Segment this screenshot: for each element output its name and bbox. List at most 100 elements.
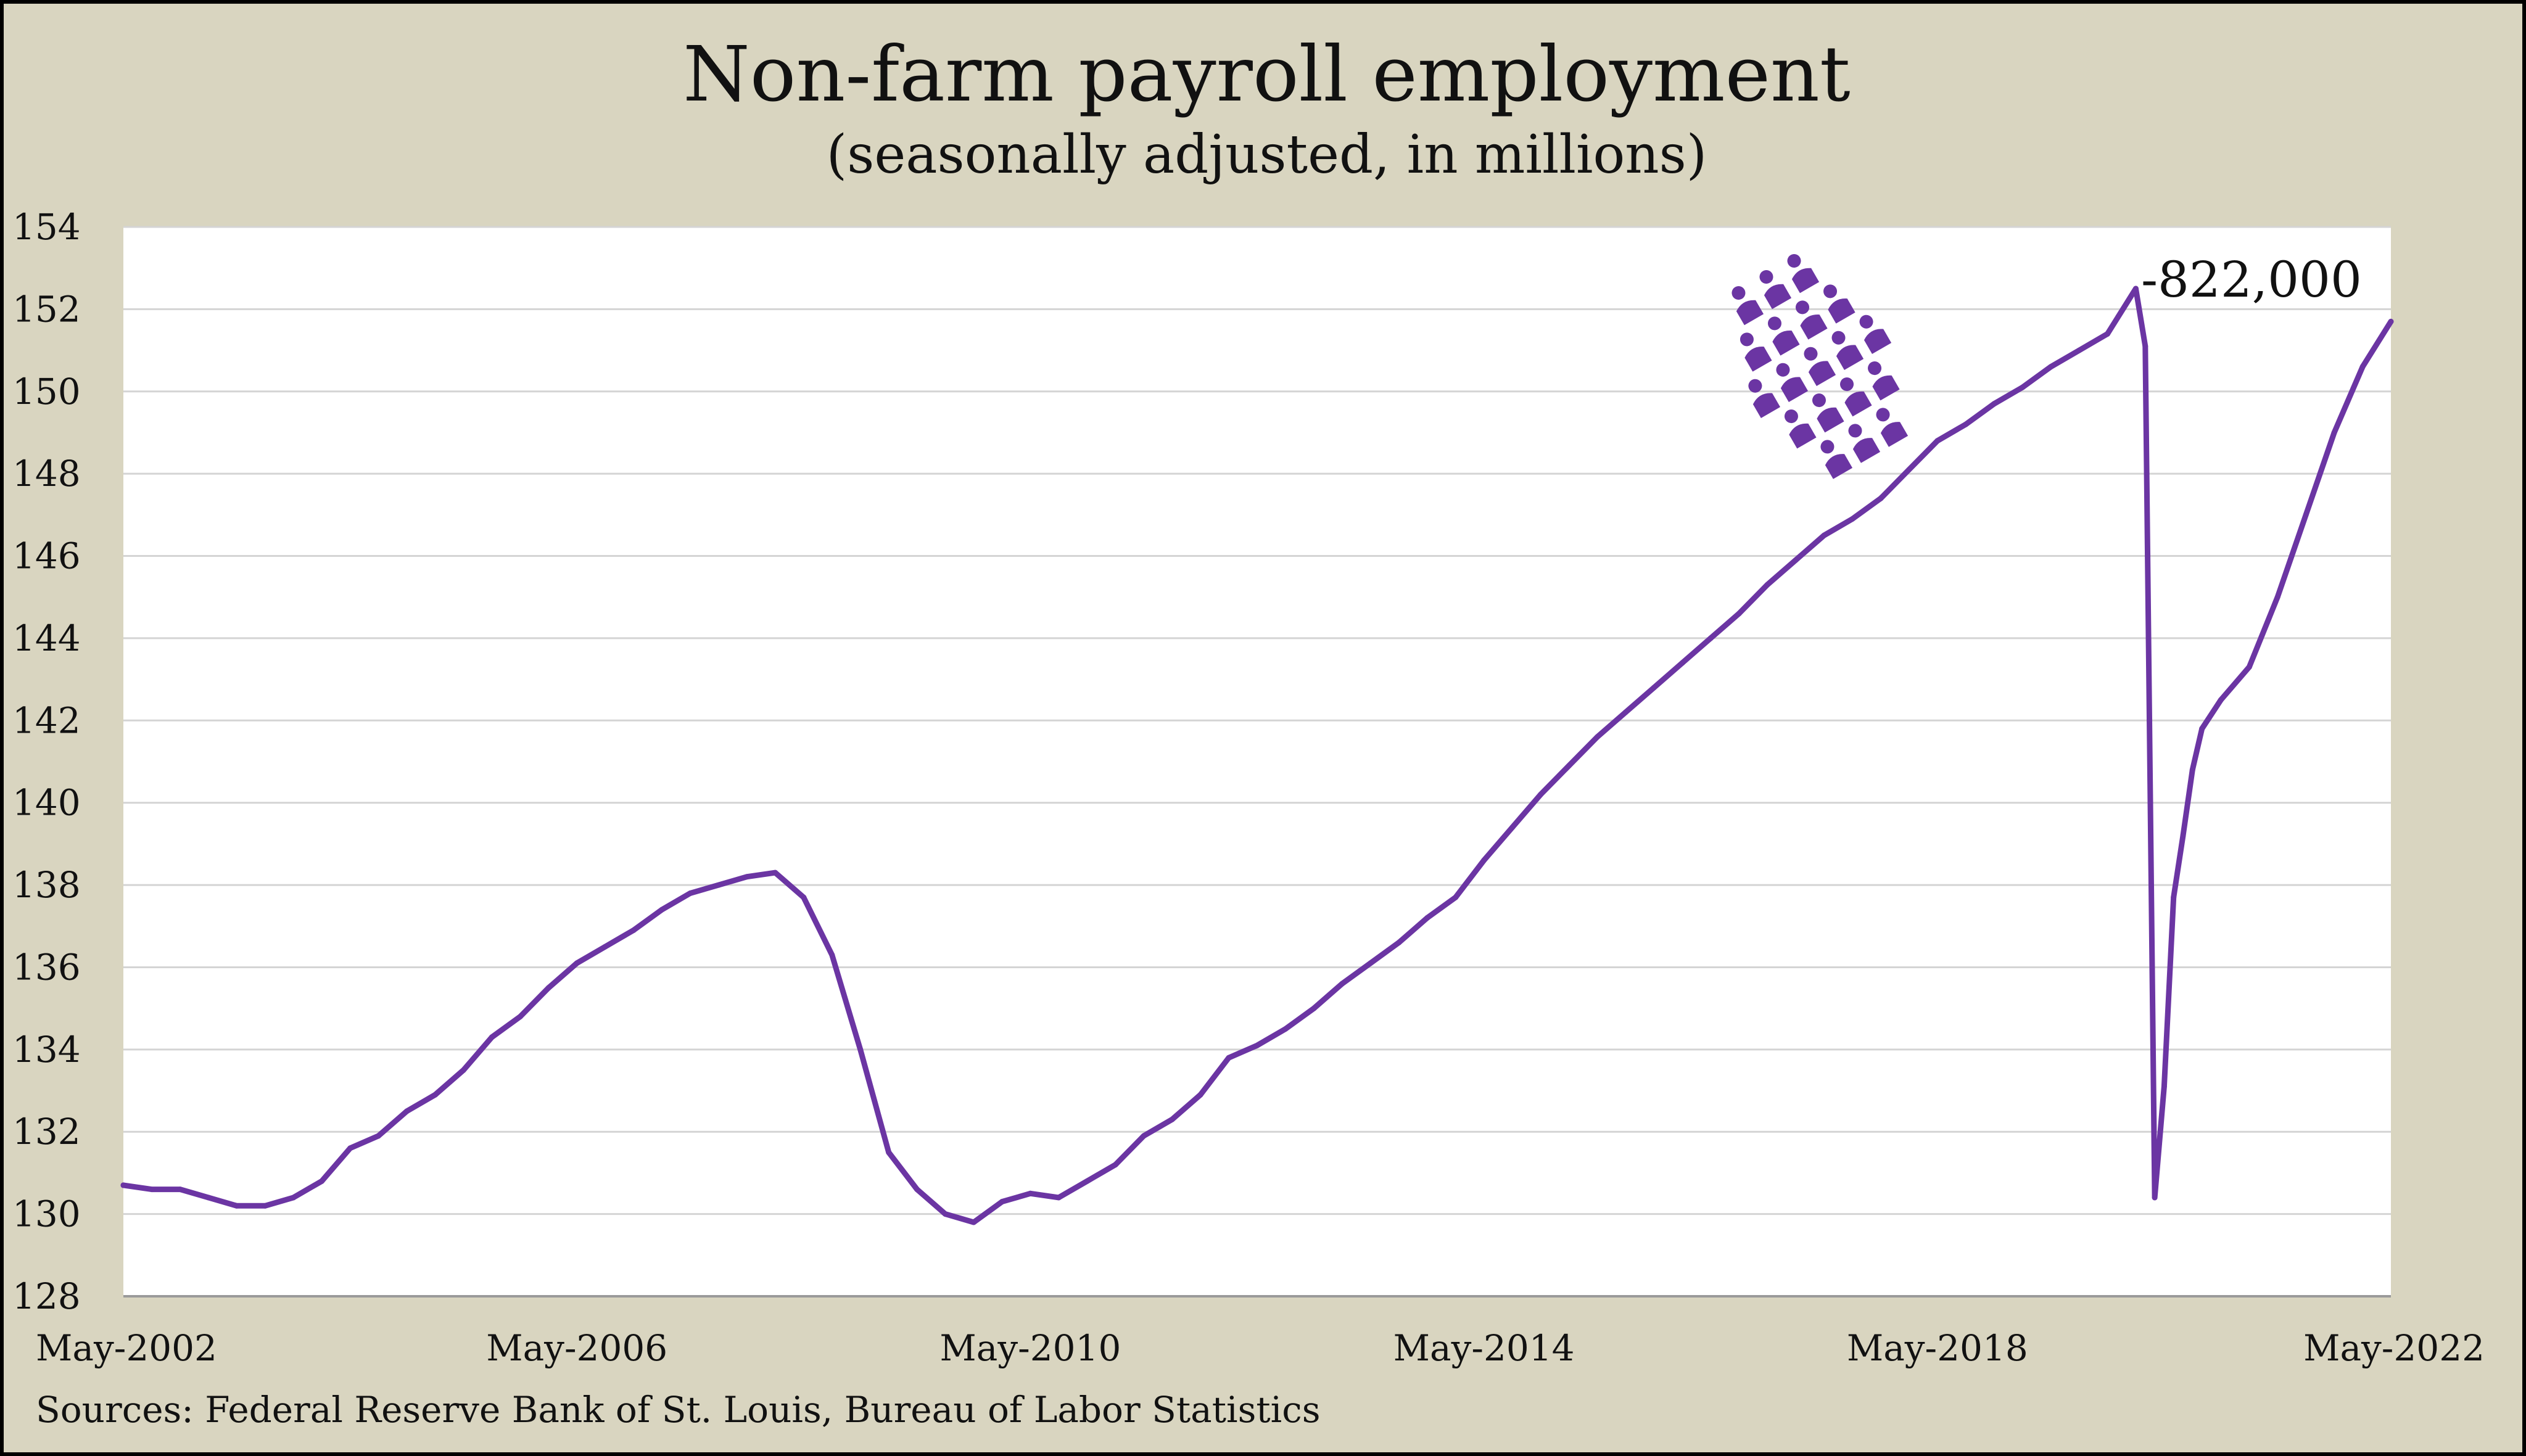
data-point [1027, 1190, 1033, 1196]
data-point [2171, 894, 2177, 900]
data-point [120, 1182, 126, 1188]
series-points [120, 286, 2394, 1225]
series-line-nonfarm-payroll [120, 286, 2394, 1225]
person-body [1800, 315, 1828, 340]
data-point [1282, 1026, 1289, 1032]
y-tick-label: 150 [12, 371, 81, 413]
gridlines [123, 226, 2391, 1215]
plot-area [123, 227, 2391, 1296]
y-tick-label: 144 [12, 617, 81, 659]
person-head [1859, 315, 1873, 329]
data-point [2189, 767, 2195, 773]
y-tick-label: 152 [12, 288, 81, 330]
people-cluster-icon [1731, 254, 1909, 479]
data-point [1141, 1133, 1147, 1139]
data-point [1424, 915, 1430, 921]
data-point [376, 1133, 381, 1139]
data-point [234, 1203, 240, 1209]
data-point [545, 985, 551, 991]
data-point [857, 1047, 864, 1053]
y-tick-label: 138 [12, 864, 81, 906]
person-body [1836, 345, 1864, 371]
data-point [432, 1092, 438, 1098]
person-head [1868, 361, 1882, 376]
data-point [1197, 1092, 1203, 1098]
person-body [1752, 393, 1781, 419]
data-point [2161, 1084, 2167, 1090]
data-point [1991, 401, 1997, 407]
data-point [2246, 664, 2252, 670]
data-point [1594, 734, 1600, 740]
data-point [1622, 709, 1628, 715]
person-body [1864, 329, 1892, 355]
person-head [1812, 393, 1826, 408]
data-point [1566, 763, 1572, 769]
data-point [630, 927, 637, 933]
y-tick-label: 128 [12, 1275, 81, 1317]
data-point [517, 1014, 523, 1019]
data-point [319, 1178, 325, 1184]
person-head [1796, 300, 1809, 315]
data-point [1538, 791, 1543, 797]
person-head [1767, 316, 1781, 331]
data-point [574, 960, 580, 966]
data-point [1509, 825, 1516, 831]
data-point [829, 952, 835, 958]
x-tick-label: May-2002 [36, 1327, 217, 1369]
data-point [772, 870, 778, 876]
data-point [1679, 660, 1685, 666]
y-tick-label: 134 [12, 1029, 81, 1071]
x-tick-label: May-2018 [1847, 1327, 2028, 1369]
person-head [1831, 331, 1846, 345]
person-body [1808, 361, 1836, 387]
x-tick-label: May-2022 [2303, 1327, 2485, 1369]
data-point [1878, 495, 1884, 501]
data-point [886, 1150, 892, 1156]
source-note: Sources: Federal Reserve Bank of St. Lou… [36, 1389, 1321, 1431]
person-body [1828, 298, 1855, 324]
person-head [1820, 440, 1835, 454]
data-point [801, 894, 807, 900]
data-point [1311, 1005, 1317, 1011]
data-point [1368, 960, 1374, 966]
data-point [2331, 430, 2337, 435]
data-point [347, 1145, 353, 1151]
person-head [1776, 363, 1790, 377]
data-point [1736, 611, 1742, 617]
data-point [1169, 1116, 1175, 1122]
data-point [914, 1187, 920, 1193]
data-point [1963, 421, 1969, 427]
data-point [943, 1211, 948, 1217]
data-point [404, 1108, 410, 1114]
data-point [1849, 516, 1855, 522]
data-point [1112, 1162, 1118, 1168]
line-chart: 128 130 132 134 136 138 140 142 144 146 148 150 152 1… [12, 206, 2485, 1369]
data-point [1764, 582, 1770, 588]
person-body [1844, 391, 1872, 417]
data-point [2020, 384, 2026, 390]
x-tick-label: May-2010 [939, 1327, 1121, 1369]
data-point [460, 1067, 466, 1073]
person-head [1784, 409, 1798, 424]
data-point [2105, 331, 2110, 337]
person-body [1780, 377, 1809, 403]
data-point [1084, 1178, 1090, 1184]
person-head [1787, 254, 1801, 268]
person-head [1848, 424, 1862, 438]
person-body [1744, 347, 1772, 372]
data-point [262, 1203, 268, 1209]
y-tick-label: 136 [12, 946, 81, 988]
data-point [687, 890, 693, 896]
person-head [1823, 284, 1838, 298]
person-head [1840, 377, 1854, 392]
data-point [2218, 697, 2224, 703]
data-point [2076, 347, 2082, 353]
data-point [1793, 557, 1799, 563]
data-point [1226, 1055, 1232, 1061]
data-point [1707, 635, 1714, 641]
data-point [177, 1187, 183, 1193]
data-point [2142, 343, 2148, 349]
person-body [1764, 284, 1792, 310]
data-point [716, 882, 722, 888]
